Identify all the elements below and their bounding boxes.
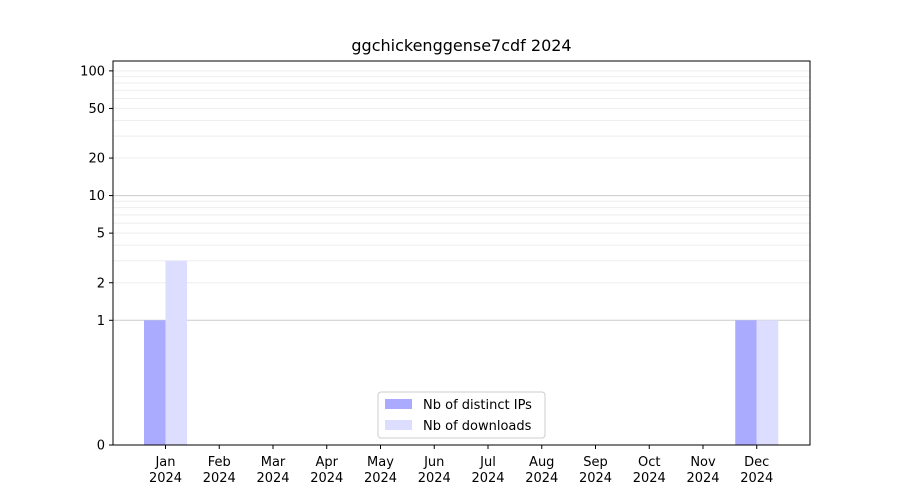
x-tick-label-month: May bbox=[367, 455, 394, 470]
legend-label: Nb of downloads bbox=[423, 419, 532, 434]
x-tick-label-month: Sep bbox=[583, 455, 608, 470]
x-tick-label-month: Oct bbox=[638, 455, 660, 470]
x-tick-label-month: Jun bbox=[423, 455, 444, 470]
y-tick-label: 1 bbox=[97, 314, 105, 329]
x-tick-label-year: 2024 bbox=[686, 471, 719, 486]
y-tick-label: 100 bbox=[80, 64, 105, 79]
x-tick-label-month: Jan bbox=[154, 455, 175, 470]
bars bbox=[144, 260, 779, 445]
x-tick-label-month: Aug bbox=[529, 455, 554, 470]
bar-distinct-ips bbox=[735, 320, 757, 445]
x-tick-label-year: 2024 bbox=[203, 471, 236, 486]
x-tick-label-year: 2024 bbox=[310, 471, 343, 486]
x-tick-label-year: 2024 bbox=[633, 471, 666, 486]
legend-box bbox=[377, 391, 546, 439]
legend-label: Nb of distinct IPs bbox=[423, 398, 532, 413]
y-tick-label: 10 bbox=[88, 189, 105, 204]
y-tick-label: 5 bbox=[97, 227, 105, 242]
y-tick-label: 0 bbox=[97, 439, 105, 454]
x-tick-label-year: 2024 bbox=[418, 471, 451, 486]
x-tick-label-year: 2024 bbox=[471, 471, 504, 486]
y-tick-label: 20 bbox=[88, 152, 105, 167]
x-axis: Jan2024Feb2024Mar2024Apr2024May2024Jun20… bbox=[149, 445, 773, 486]
legend-swatch bbox=[385, 399, 412, 409]
x-tick-label-year: 2024 bbox=[740, 471, 773, 486]
x-tick-label-month: Mar bbox=[261, 455, 286, 470]
x-tick-label-month: Jul bbox=[479, 455, 496, 470]
x-tick-label-year: 2024 bbox=[149, 471, 182, 486]
y-tick-label: 50 bbox=[88, 102, 105, 117]
chart-title: ggchickenggense7cdf 2024 bbox=[351, 36, 571, 55]
x-tick-label-month: Apr bbox=[316, 455, 339, 470]
bar-distinct-ips bbox=[144, 320, 166, 445]
legend: Nb of distinct IPs Nb of downloads bbox=[377, 391, 546, 439]
plot-frame bbox=[112, 60, 811, 446]
x-tick-label-month: Dec bbox=[744, 455, 769, 470]
x-tick-label-month: Feb bbox=[208, 455, 231, 470]
y-tick-label: 2 bbox=[97, 276, 105, 291]
x-tick-label-year: 2024 bbox=[525, 471, 558, 486]
legend-swatch bbox=[385, 420, 412, 430]
y-axis: 0 1 2 5 10 20 50 100 bbox=[80, 64, 113, 454]
x-tick-label-year: 2024 bbox=[256, 471, 289, 486]
bar-downloads bbox=[165, 260, 187, 445]
grid bbox=[113, 70, 810, 321]
x-tick-label-month: Nov bbox=[690, 455, 716, 470]
bar-downloads bbox=[756, 320, 779, 445]
x-tick-label-year: 2024 bbox=[364, 471, 397, 486]
x-tick-label-year: 2024 bbox=[579, 471, 612, 486]
